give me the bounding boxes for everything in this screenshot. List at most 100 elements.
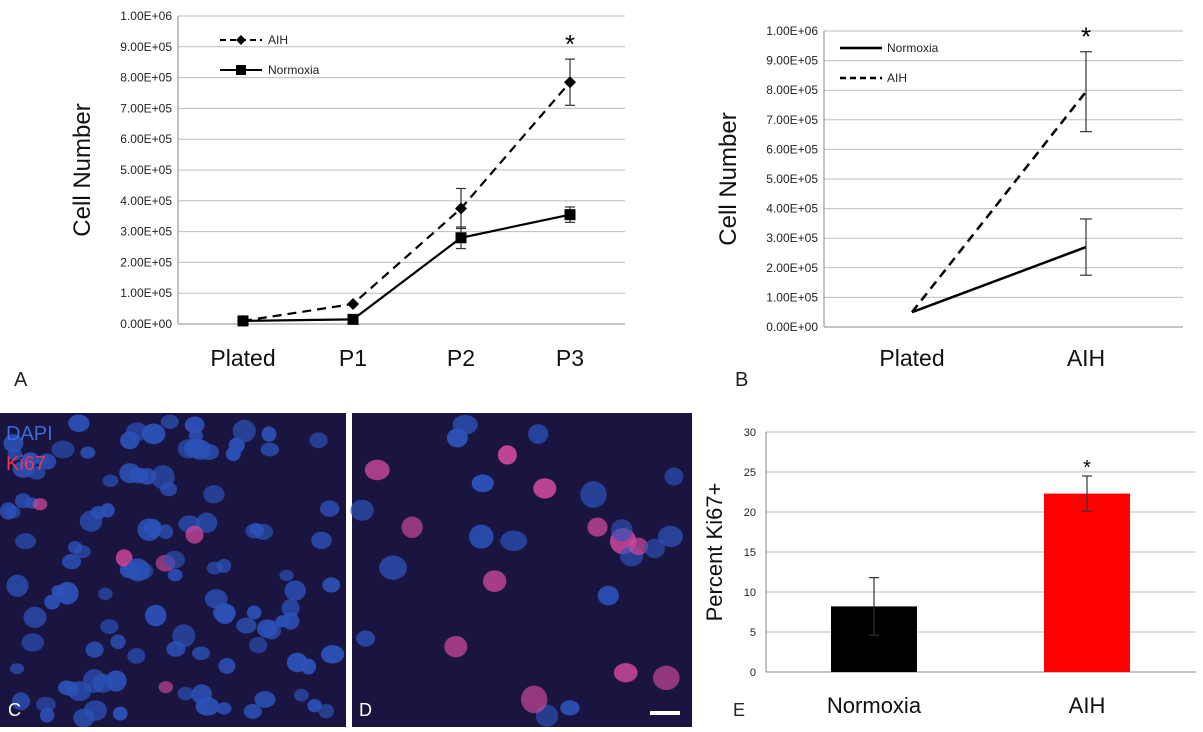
- panel-e-chart: 0 5 10 15 20 25 30 Percent Ki67+ Normoxia AIH *: [702, 427, 1196, 718]
- dapi-nucleus: [51, 440, 75, 459]
- ki67-positive-nucleus: [521, 685, 548, 714]
- dapi-nucleus: [294, 688, 309, 702]
- dapi-nucleus: [167, 568, 183, 582]
- micrograph-c-nuclei: [0, 414, 345, 728]
- dapi-nucleus: [80, 446, 96, 459]
- legend-marker-normoxia: [236, 65, 246, 75]
- data-point-aih: [455, 202, 467, 215]
- y-tick-label: 1.00E+06: [120, 9, 172, 23]
- ki67-label: Ki67: [6, 453, 46, 475]
- dapi-nucleus: [232, 419, 256, 443]
- dapi-nucleus: [321, 645, 345, 664]
- dapi-nucleus: [256, 619, 278, 639]
- y-tick-label: 8.00E+05: [120, 71, 172, 85]
- ki67-positive-nucleus: [613, 663, 638, 683]
- significance-asterisk: *: [1081, 22, 1091, 52]
- dapi-nucleus: [177, 686, 194, 701]
- ki67-positive-nucleus: [158, 681, 173, 694]
- x-tick-label: AIH: [1067, 345, 1105, 371]
- dapi-nucleus: [580, 481, 607, 508]
- dapi-nucleus: [21, 452, 40, 467]
- y-tick-label: 9.00E+05: [766, 54, 818, 68]
- dapi-nucleus: [597, 585, 619, 606]
- dapi-nucleus: [51, 584, 67, 598]
- legend: Normoxia AIH: [840, 41, 939, 85]
- dapi-nucleus: [35, 696, 56, 712]
- y-tick-label: 1.00E+05: [766, 290, 818, 304]
- panel-b-label: B: [735, 369, 748, 391]
- x-tick-label: P1: [339, 345, 367, 371]
- data-point-aih: [564, 76, 576, 89]
- dapi-nucleus: [469, 524, 494, 549]
- y-tick-label: 2.00E+05: [120, 255, 172, 269]
- dapi-nucleus: [261, 426, 277, 442]
- ki67-positive-nucleus: [401, 516, 423, 539]
- panel-d-micrograph: D: [350, 413, 692, 727]
- ki67-positive-nucleus: [444, 635, 468, 658]
- dapi-nucleus: [281, 598, 300, 618]
- dapi-nucleus: [57, 680, 76, 695]
- ki67-positive-nucleus: [32, 498, 48, 511]
- dapi-nucleus: [21, 633, 45, 652]
- dapi-nucleus: [254, 691, 276, 708]
- data-point-normoxia: [347, 313, 359, 325]
- y-tick-label: 0: [750, 667, 756, 679]
- dapi-nucleus: [218, 658, 236, 674]
- panel-c-label: C: [8, 700, 21, 720]
- dapi-nucleus: [73, 545, 91, 559]
- dapi-nucleus: [163, 550, 185, 569]
- dapi-nucleus: [37, 453, 57, 470]
- dapi-nucleus: [119, 463, 141, 484]
- x-tick-label: P2: [447, 345, 475, 371]
- y-tick-label: 30: [744, 427, 756, 439]
- x-tick-label: AIH: [1069, 693, 1106, 718]
- dapi-nucleus: [644, 538, 665, 559]
- dapi-nucleus: [307, 698, 322, 713]
- dapi-nucleus: [311, 531, 332, 549]
- y-tick-label: 5: [750, 627, 756, 639]
- dapi-nucleus: [206, 561, 223, 575]
- dapi-nucleus: [112, 706, 128, 721]
- x-tick-label: Plated: [879, 345, 944, 371]
- dapi-nucleus: [105, 670, 127, 692]
- x-tick-label: Plated: [210, 345, 275, 371]
- y-tick-label: 3.00E+05: [766, 231, 818, 245]
- y-tick-label: 2.00E+05: [766, 261, 818, 275]
- dapi-nucleus: [253, 523, 274, 540]
- dapi-nucleus: [249, 636, 268, 654]
- dapi-label: DAPI: [6, 423, 53, 445]
- ki67-positive-nucleus: [185, 525, 204, 544]
- dapi-nucleus: [216, 702, 232, 715]
- y-tick-label: 9.00E+05: [120, 40, 172, 54]
- dapi-nucleus: [212, 603, 236, 623]
- dapi-nucleus: [9, 663, 25, 675]
- dapi-nucleus: [203, 485, 225, 504]
- ki67-positive-nucleus: [533, 478, 557, 499]
- ki67-positive-nucleus: [364, 459, 390, 481]
- dapi-nucleus: [279, 569, 294, 582]
- dapi-nucleus: [350, 499, 374, 521]
- data-point-normoxia: [237, 315, 249, 327]
- panel-b-chart: 0.00E+00 1.00E+05 2.00E+05 3.00E+05 4.00E+05…: [715, 22, 1183, 371]
- dapi-nucleus: [6, 574, 29, 597]
- y-tick-label: 6.00E+05: [120, 132, 172, 146]
- dapi-nucleus: [184, 416, 205, 434]
- dapi-nucleus: [0, 502, 17, 520]
- dapi-nucleus: [318, 703, 335, 719]
- panel-a-chart: 0.00E+00 1.00E+05 2.00E+05 3.00E+05 4.00E+05…: [69, 9, 625, 371]
- data-point-aih: [347, 297, 359, 310]
- y-tick-label: 15: [744, 547, 756, 559]
- dapi-nucleus: [284, 580, 306, 601]
- dapi-nucleus: [281, 612, 300, 630]
- y-tick-label: 1.00E+06: [766, 24, 818, 38]
- y-tick-label: 6.00E+05: [766, 142, 818, 156]
- dapi-nucleus: [260, 442, 279, 457]
- dapi-nucleus: [446, 428, 468, 448]
- y-tick-label: 1.00E+05: [120, 286, 172, 300]
- y-tick-label: 3.00E+05: [120, 225, 172, 239]
- y-tick-label: 25: [744, 467, 756, 479]
- dapi-nucleus: [14, 493, 32, 509]
- dapi-nucleus: [500, 530, 528, 552]
- y-tick-label: 5.00E+05: [766, 172, 818, 186]
- dapi-nucleus: [145, 604, 167, 627]
